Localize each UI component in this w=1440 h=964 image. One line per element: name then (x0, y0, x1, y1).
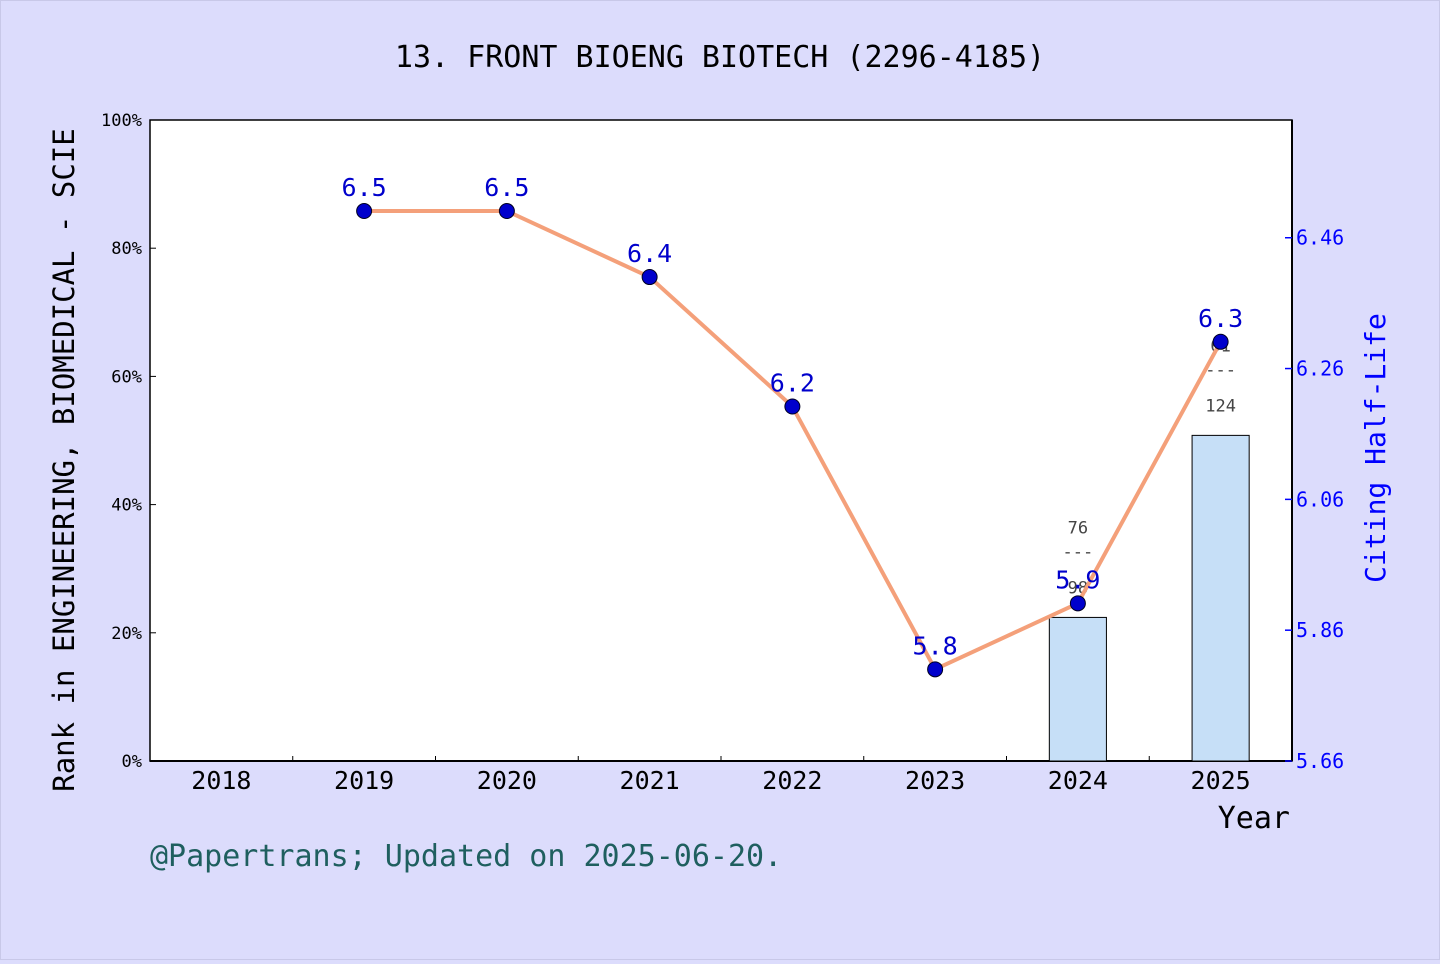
line-point-label: 5.9 (1055, 565, 1100, 594)
line-points (356, 203, 1229, 678)
bar (1048, 616, 1107, 762)
right-tick-label: 6.26 (1296, 357, 1344, 381)
right-axis-ticks: 5.66 5.86 6.06 6.26 6.46 (1285, 226, 1344, 773)
x-tick-label: 2022 (762, 766, 822, 795)
left-tick-label: 60% (111, 367, 142, 387)
plot-area (149, 119, 1293, 762)
x-tick-label: 2025 (1191, 766, 1251, 795)
footer-credit: @Papertrans; Updated on 2025-06-20. (150, 839, 782, 874)
x-tick-label: 2019 (334, 766, 394, 795)
left-axis-ticks: 0% 20% 40% 60% 80% 100% (101, 111, 156, 772)
line-point (784, 398, 801, 415)
line-point-label: 5.8 (913, 631, 958, 660)
bar-fraction-dash: --- (1063, 542, 1094, 562)
line-point (1212, 333, 1229, 350)
chart-title: 13. FRONT BIOENG BIOTECH (2296-4185) (395, 40, 1045, 75)
right-tick-label: 5.86 (1296, 618, 1344, 642)
right-tick-label: 6.06 (1296, 487, 1344, 511)
left-tick-label: 100% (101, 111, 142, 131)
right-axis-label: Citing Half-Life (1359, 313, 1392, 583)
line-point (498, 203, 515, 220)
line-point (927, 661, 944, 678)
x-tick-label: 2021 (620, 766, 680, 795)
bar-rank-label: 76 (1068, 518, 1088, 538)
line-point-labels: 6.5 6.5 6.4 6.2 5.8 5.9 6.3 (342, 173, 1244, 660)
line-point-label: 6.2 (770, 369, 815, 398)
left-tick-label: 40% (111, 496, 142, 516)
left-tick-label: 0% (122, 752, 142, 772)
x-axis-label: Year (1218, 801, 1290, 836)
x-axis-ticks: 2018 2019 2020 2021 2022 2023 2024 2025 (149, 756, 1293, 795)
left-tick-label: 80% (111, 239, 142, 259)
bar-total-label: 124 (1205, 396, 1236, 416)
line-point (641, 269, 658, 286)
line-point (1069, 595, 1086, 612)
bars (1048, 434, 1250, 762)
bar (1191, 434, 1250, 762)
left-axis-label: Rank in ENGINEERING, BIOMEDICAL - SCIE (47, 128, 81, 791)
line-point-label: 6.3 (1198, 304, 1243, 333)
bar-fraction-dash: --- (1205, 360, 1236, 380)
left-tick-label: 20% (111, 624, 142, 644)
x-tick-label: 2020 (477, 766, 537, 795)
line-point-label: 6.5 (342, 173, 387, 202)
right-tick-label: 6.46 (1296, 226, 1344, 250)
x-tick-label: 2023 (905, 766, 965, 795)
line-point (356, 203, 373, 220)
right-tick-label: 5.66 (1296, 749, 1344, 773)
line-point-label: 6.5 (484, 173, 529, 202)
x-tick-label: 2024 (1048, 766, 1108, 795)
x-tick-label: 2018 (191, 766, 251, 795)
line-point-label: 6.4 (627, 239, 672, 268)
